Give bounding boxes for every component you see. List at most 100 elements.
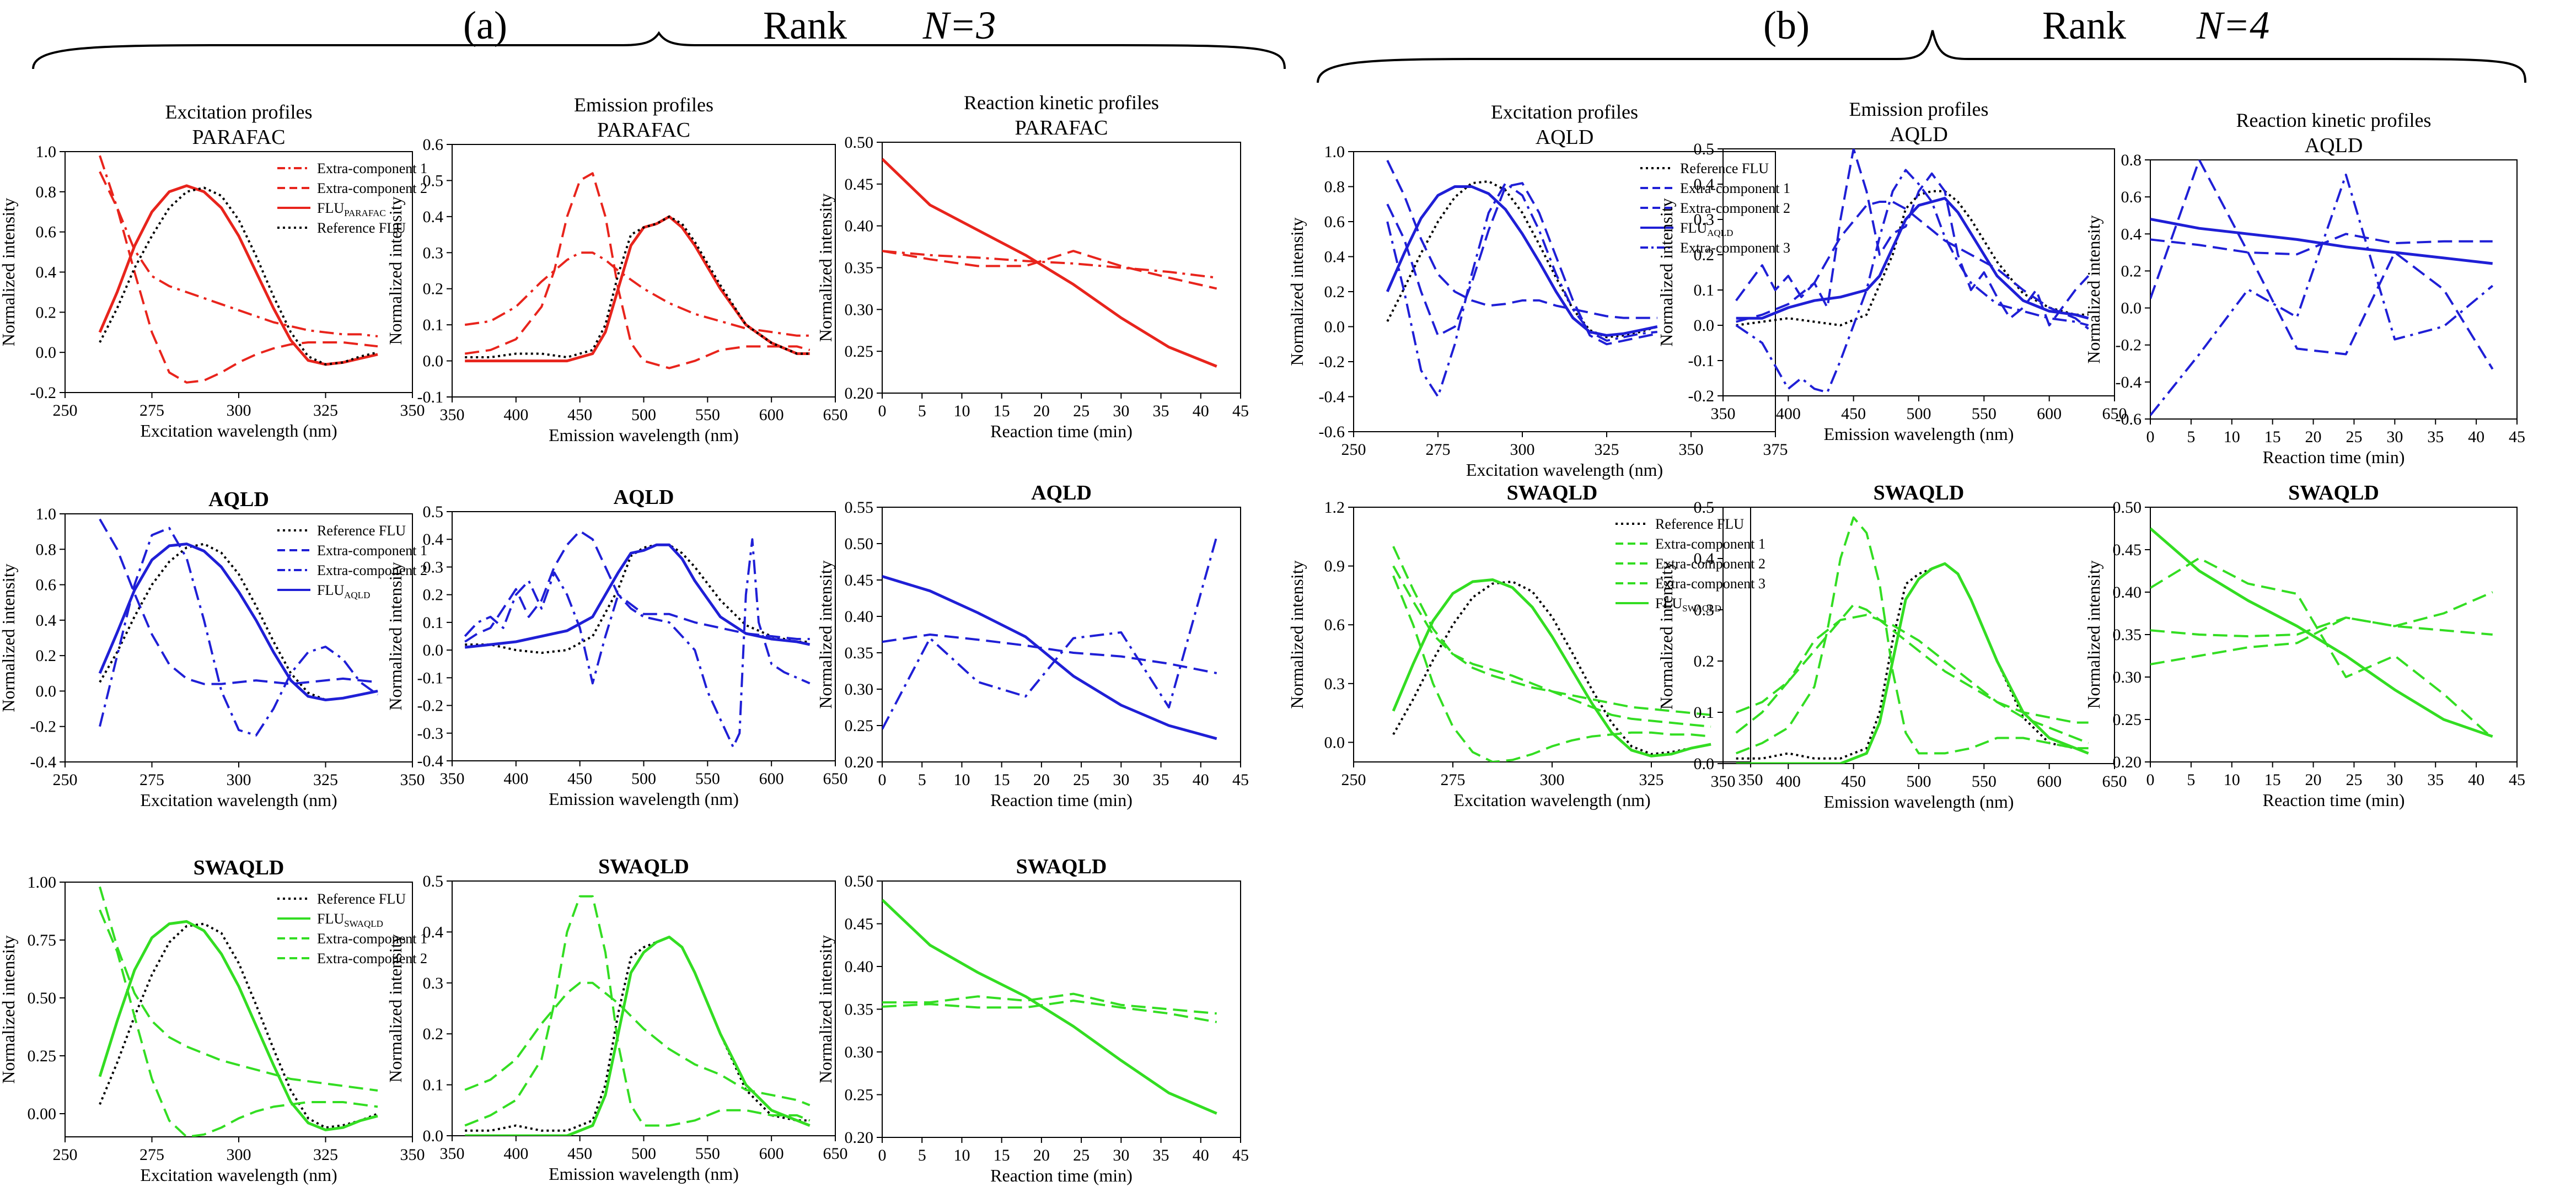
legend-label-name: Reference FLU xyxy=(317,891,406,907)
x-tick-label: 500 xyxy=(631,770,656,788)
x-tick-label: 275 xyxy=(139,771,164,789)
x-tick-label: 500 xyxy=(631,1145,656,1163)
y-tick-label: 0.3 xyxy=(423,558,444,576)
y-tick-label: 0.1 xyxy=(1694,281,1715,299)
x-axis-label: Reaction time (min) xyxy=(2263,447,2405,467)
x-tick-label: 40 xyxy=(2468,428,2484,446)
series-line-flu xyxy=(1736,562,2089,764)
legend-label: FLUAQLD xyxy=(1680,220,1733,238)
series-line-extra-component-2 xyxy=(2150,591,2493,665)
y-tick-label: 0.4 xyxy=(423,208,444,226)
chart-title: AQLD xyxy=(208,488,269,511)
y-axis-label: Normalized intensity xyxy=(1656,561,1676,710)
legend-label: Extra-component 1 xyxy=(1655,536,1765,552)
x-axis-label: Excitation wavelength (nm) xyxy=(1466,460,1663,480)
x-tick-label: 35 xyxy=(1153,771,1169,789)
series-line-extra-component-1 xyxy=(464,530,810,643)
x-tick-label: 30 xyxy=(1113,1146,1129,1164)
x-tick-label: 350 xyxy=(400,1146,425,1164)
legend-label: FLUSWAQLD xyxy=(1655,595,1721,614)
legend-label: Extra-component 3 xyxy=(1655,576,1765,592)
y-tick-label: 0.8 xyxy=(2121,151,2142,169)
legend-label-name: Extra-component 3 xyxy=(1655,576,1765,592)
column-title: Excitation profiles xyxy=(165,101,313,123)
x-tick-label: 450 xyxy=(1841,405,1866,423)
y-tick-label: -0.2 xyxy=(30,384,57,402)
y-tick-label: 0.40 xyxy=(845,608,874,626)
series-line-extra-component-2 xyxy=(464,895,811,1127)
legend-label-name: Extra-component 1 xyxy=(317,160,427,176)
legend-label-subscript: AQLD xyxy=(1707,228,1733,238)
y-tick-label: 1.0 xyxy=(1324,143,1345,161)
group-b-header: (b) Rank N=4 xyxy=(1317,3,2526,83)
chart-panel: AQLD 0 5 10 15 20 25 30 35 40 45 0.20 0.25 0.30 0.35 0.… xyxy=(815,481,1249,810)
legend-label-name: Extra-component 3 xyxy=(1680,240,1790,256)
x-tick-label: 30 xyxy=(2386,771,2403,789)
y-tick-label: 0.50 xyxy=(845,133,874,152)
plot-frame xyxy=(882,507,1241,762)
x-tick-label: 40 xyxy=(1193,1146,1209,1164)
chart-title: PARAFAC xyxy=(1015,116,1108,139)
series-line-flu xyxy=(1392,578,1711,758)
y-tick-label: 0.40 xyxy=(2113,583,2142,602)
x-tick-label: 500 xyxy=(1907,405,1931,423)
y-tick-label: 0.4 xyxy=(1694,175,1715,194)
x-tick-label: 400 xyxy=(1776,772,1801,791)
y-tick-label: 0.8 xyxy=(1324,178,1345,196)
legend-label: Reference FLU xyxy=(317,523,406,539)
x-tick-label: 0 xyxy=(2146,428,2155,446)
y-tick-label: 1.0 xyxy=(36,143,57,161)
x-axis-label: Emission wavelength (nm) xyxy=(1824,424,2014,444)
series-line-reference-flu xyxy=(465,936,810,1132)
y-tick-label: 0.8 xyxy=(36,540,57,558)
group-a-title: Rank xyxy=(763,3,847,47)
y-tick-label: 0.50 xyxy=(28,989,57,1007)
chart-panel: Excitation profiles AQLD 250 275 300 325 350 37… xyxy=(1287,101,1790,480)
x-tick-label: 275 xyxy=(1426,441,1451,459)
series-line-extra-component-2 xyxy=(99,171,378,384)
y-tick-label: 0.25 xyxy=(2113,711,2142,729)
column-title: Emission profiles xyxy=(1849,98,1989,120)
legend-label-name: Extra-component 2 xyxy=(317,950,427,966)
group-b-rank: N=4 xyxy=(2196,3,2270,47)
series-group xyxy=(2150,160,2494,416)
x-tick-label: 35 xyxy=(2427,771,2444,789)
legend-label-name: Extra-component 2 xyxy=(317,180,427,196)
x-tick-label: 45 xyxy=(1232,1146,1249,1164)
x-tick-label: 325 xyxy=(1639,771,1664,789)
y-tick-label: 0.5 xyxy=(423,872,444,890)
series-group xyxy=(1735,149,2090,394)
y-tick-label: 0.2 xyxy=(36,303,57,321)
legend-label: Extra-component 2 xyxy=(317,562,427,578)
x-tick-label: 0 xyxy=(878,402,887,420)
legend-label: Extra-component 1 xyxy=(317,931,427,947)
x-tick-label: 550 xyxy=(695,1145,720,1163)
x-tick-label: 20 xyxy=(2305,428,2322,446)
y-axis-label: Normalized intensity xyxy=(1287,217,1307,366)
x-tick-label: 300 xyxy=(227,401,251,420)
x-tick-label: 25 xyxy=(2346,771,2362,789)
x-axis-label: Emission wavelength (nm) xyxy=(1824,792,2014,812)
x-tick-label: 650 xyxy=(823,406,848,424)
legend-label: Extra-component 2 xyxy=(317,180,427,196)
y-axis-label: Normalized intensity xyxy=(0,563,18,712)
y-tick-label: -0.2 xyxy=(1688,387,1715,405)
series-group xyxy=(464,530,811,748)
series-line-extra-component-1 xyxy=(99,155,378,337)
x-tick-label: 400 xyxy=(1776,405,1801,423)
series-group xyxy=(98,886,378,1137)
legend-label: Reference FLU xyxy=(1655,516,1744,532)
series-line-extra-component-2 xyxy=(882,536,1218,730)
x-tick-label: 35 xyxy=(1153,1146,1169,1164)
x-tick-label: 375 xyxy=(1763,441,1788,459)
legend-label: Extra-component 1 xyxy=(1680,180,1790,196)
series-line-reference-flu xyxy=(1736,562,2089,760)
series-line-extra-component-3 xyxy=(2150,616,2493,638)
x-tick-label: 5 xyxy=(918,1146,926,1164)
group-b-brace xyxy=(1317,30,2526,83)
series-group xyxy=(882,158,1217,368)
series-group xyxy=(98,155,378,384)
series-group xyxy=(882,536,1218,740)
column-title: Reaction kinetic profiles xyxy=(964,92,1159,114)
